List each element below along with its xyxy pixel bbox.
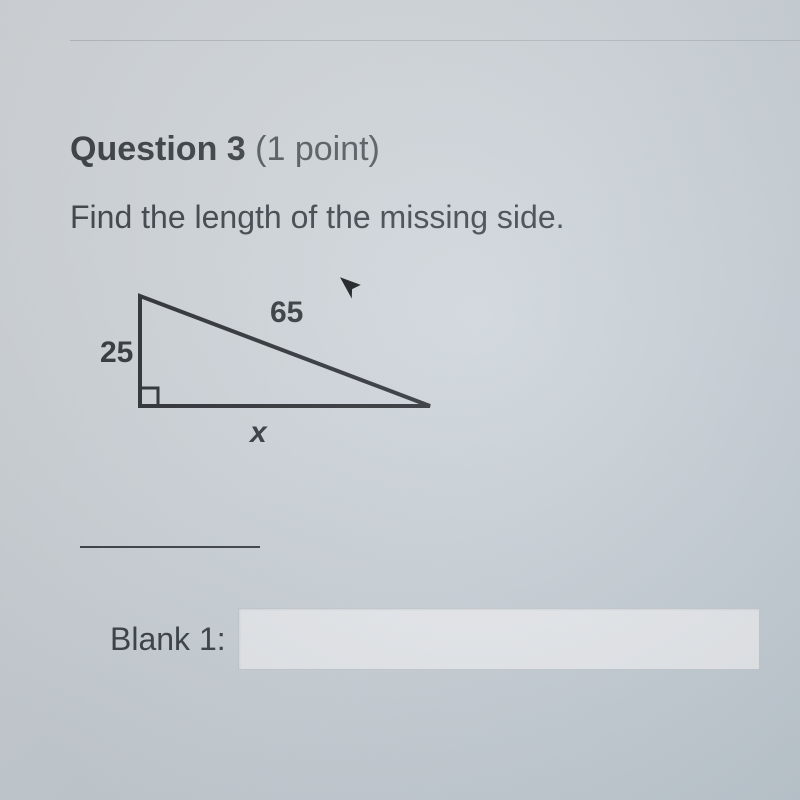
label-left-leg: 25 (100, 336, 133, 370)
question-prompt: Find the length of the missing side. (70, 199, 760, 236)
label-bottom-leg: x (250, 416, 267, 450)
triangle-figure: 25 65 x (80, 276, 480, 456)
question-number: Question 3 (70, 130, 246, 168)
divider-top (70, 40, 800, 41)
question-points: (1 point) (246, 130, 380, 168)
blank-label: Blank 1: (110, 621, 226, 658)
question-heading: Question 3 (1 point) (70, 130, 760, 169)
label-hypotenuse: 65 (270, 296, 303, 330)
blank-row: Blank 1: (110, 608, 760, 670)
question-block: Question 3 (1 point) Find the length of … (70, 130, 760, 670)
blank-input[interactable] (238, 608, 760, 670)
answer-underline (80, 546, 260, 548)
